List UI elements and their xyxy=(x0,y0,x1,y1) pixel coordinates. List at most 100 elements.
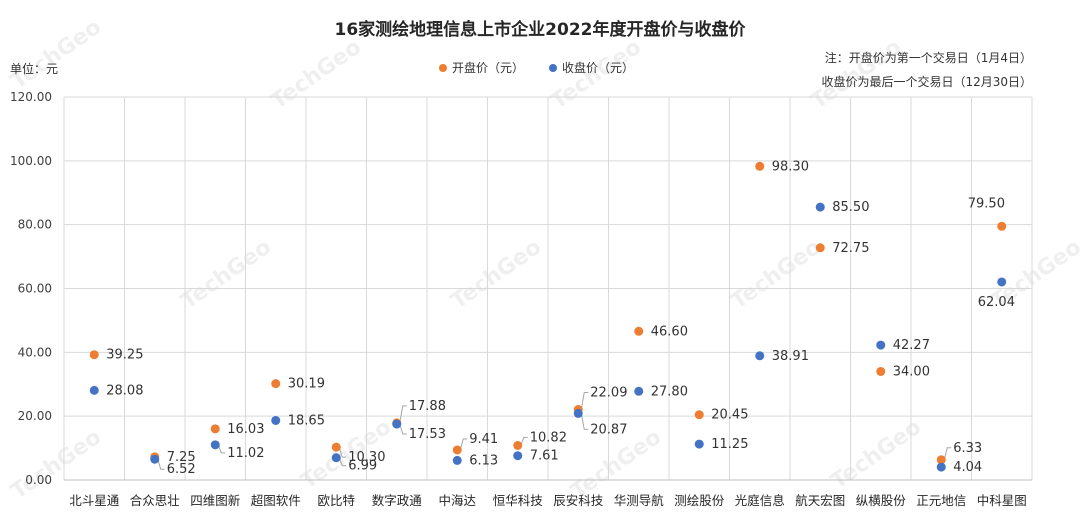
legend-label-open: 开盘价（元） xyxy=(452,60,524,75)
open-price-label: 17.88 xyxy=(409,399,446,414)
label-leader-line xyxy=(217,444,226,454)
x-tick-label: 辰安科技 xyxy=(553,493,604,508)
close-price-label: 38.91 xyxy=(772,349,809,364)
close-price-label: 7.61 xyxy=(530,449,559,464)
y-tick-label: 80.00 xyxy=(18,218,52,232)
close-price-label: 20.87 xyxy=(590,422,627,437)
label-leader-line xyxy=(338,446,347,458)
watermark-text: TechGeo xyxy=(447,235,546,315)
x-tick-label: 中科星图 xyxy=(977,493,1027,508)
legend: 开盘价（元） 收盘价（元） xyxy=(439,60,634,75)
watermark-text: TechGeo xyxy=(727,235,826,315)
close-price-label: 17.53 xyxy=(409,427,446,442)
open-price-label: 46.60 xyxy=(651,324,688,339)
unit-label: 单位：元 xyxy=(10,61,58,76)
y-axis: 0.00 20.00 40.00 60.00 80.00 100.00 120.00 xyxy=(10,90,52,487)
chart-title: 16家测绘地理信息上市企业2022年度开盘价与收盘价 xyxy=(335,19,747,40)
y-tick-label: 20.00 xyxy=(18,409,52,423)
legend-marker-open xyxy=(439,64,447,72)
close-price-label: 6.99 xyxy=(348,459,377,474)
open-price-label: 7.25 xyxy=(167,450,196,465)
watermark-text: TechGeo xyxy=(267,35,366,115)
close-price-label: 6.52 xyxy=(167,462,196,477)
close-price-point xyxy=(634,386,644,396)
open-price-point xyxy=(694,410,704,420)
open-price-label: 22.09 xyxy=(590,385,627,400)
label-leader-line xyxy=(459,438,468,451)
close-price-label: 28.08 xyxy=(106,383,143,398)
note-line-2: 收盘价为最后一个交易日（12月30日） xyxy=(821,74,1032,89)
label-leader-line xyxy=(580,391,589,410)
close-price-point xyxy=(936,462,946,472)
open-price-label: 20.45 xyxy=(711,408,748,423)
x-tick-label: 四维图新 xyxy=(190,493,240,508)
open-price-label: 9.41 xyxy=(469,432,498,447)
label-leader-line xyxy=(520,436,528,446)
open-price-label: 34.00 xyxy=(893,364,930,379)
open-price-point xyxy=(331,442,341,452)
close-price-label: 42.27 xyxy=(893,338,930,353)
x-tick-label: 华测导航 xyxy=(614,493,665,508)
legend-label-close: 收盘价（元） xyxy=(562,60,634,75)
y-tick-label: 40.00 xyxy=(18,345,52,359)
watermark-text: TechGeo xyxy=(7,15,106,95)
x-tick-label: 正元地信 xyxy=(916,493,966,508)
open-price-point xyxy=(271,379,281,389)
open-price-point xyxy=(634,326,644,336)
close-price-point xyxy=(331,453,341,463)
close-price-label: 11.02 xyxy=(227,446,264,461)
open-price-label: 72.75 xyxy=(832,241,869,256)
close-price-label: 62.04 xyxy=(978,295,1015,310)
label-leader-line xyxy=(580,413,589,430)
close-price-point xyxy=(89,385,99,395)
x-tick-label: 北斗星通 xyxy=(69,493,120,508)
x-tick-label: 数字政通 xyxy=(372,493,423,508)
y-tick-label: 100.00 xyxy=(10,154,52,168)
close-price-label: 18.65 xyxy=(288,413,325,428)
open-price-point xyxy=(997,221,1007,231)
close-price-label: 4.04 xyxy=(953,460,982,475)
watermark-text: TechGeo xyxy=(177,235,276,315)
close-price-label: 11.25 xyxy=(711,437,748,452)
open-price-label: 10.30 xyxy=(348,450,385,465)
y-tick-label: 120.00 xyxy=(10,90,52,104)
open-price-label: 98.30 xyxy=(772,159,809,174)
open-price-point xyxy=(815,243,825,253)
x-tick-label: 纵横股份 xyxy=(856,493,907,508)
x-tick-label: 光庭信息 xyxy=(735,493,785,508)
close-price-point xyxy=(755,351,765,361)
open-price-label: 10.82 xyxy=(530,430,567,445)
close-price-point xyxy=(210,440,220,450)
close-price-point xyxy=(876,340,886,350)
x-tick-label: 测绘股份 xyxy=(674,493,725,508)
close-price-point xyxy=(573,408,583,418)
x-tick-label: 合众思壮 xyxy=(130,493,180,508)
label-leader-line xyxy=(157,459,165,470)
close-price-label: 85.50 xyxy=(832,200,869,215)
leader-lines xyxy=(157,391,952,470)
note-line-1: 注：开盘价为第一个交易日（1月4日） xyxy=(825,50,1032,65)
x-axis: 北斗星通 合众思壮 四维图新 超图软件 欧比特 数字政通 中海达 恒华科技 辰安科技 华测导航 测绘… xyxy=(69,493,1027,508)
data-points xyxy=(89,161,1007,472)
label-leader-line xyxy=(338,457,347,467)
close-price-label: 27.80 xyxy=(651,384,688,399)
close-price-point xyxy=(997,277,1007,287)
x-tick-label: 中海达 xyxy=(438,493,476,508)
close-price-point xyxy=(271,415,281,425)
open-price-point xyxy=(89,350,99,360)
open-price-point xyxy=(452,445,462,455)
close-price-point xyxy=(392,419,402,429)
close-price-point xyxy=(694,439,704,449)
x-tick-label: 航天宏图 xyxy=(795,493,845,508)
close-price-point xyxy=(513,451,523,461)
label-leader-line xyxy=(399,423,407,435)
label-leader-line xyxy=(399,405,407,424)
legend-marker-close xyxy=(549,64,557,72)
x-tick-label: 超图软件 xyxy=(251,493,301,508)
data-labels: 39.25 7.25 16.03 30.19 10.30 17.88 9.41 10.82 22… xyxy=(106,159,1015,477)
open-price-label: 16.03 xyxy=(227,422,264,437)
close-price-label: 6.13 xyxy=(469,453,498,468)
open-price-label: 30.19 xyxy=(288,377,325,392)
open-price-point xyxy=(210,424,220,434)
